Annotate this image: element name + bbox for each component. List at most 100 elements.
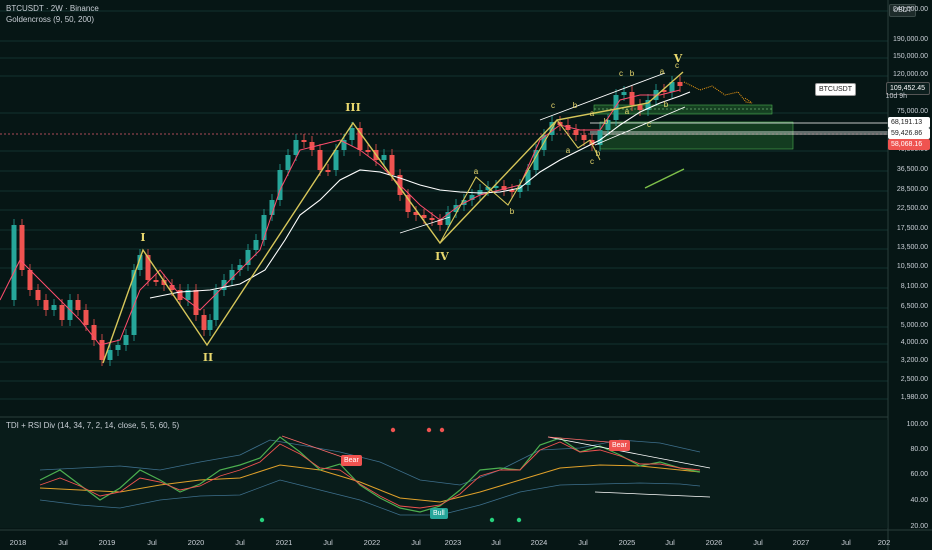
channel-line-lower [594, 106, 686, 146]
candle [677, 82, 683, 86]
currency-button[interactable]: USDT [888, 4, 916, 17]
time-axis-label: Jul [411, 538, 421, 547]
wave-sub-b: b [603, 117, 609, 126]
candle [637, 105, 643, 110]
bear-signal-dot [390, 427, 396, 433]
price-axis-label: 150,000.00 [892, 53, 928, 60]
candle [51, 305, 57, 310]
bear-label: Bear [609, 440, 630, 451]
time-axis-label: 202 [877, 538, 891, 547]
price-axis-label: 17,500.00 [896, 225, 928, 232]
candle [27, 270, 33, 290]
candle [429, 218, 435, 220]
candle [75, 300, 81, 310]
candle [99, 340, 105, 360]
candle [19, 225, 25, 270]
candle [317, 150, 323, 170]
level-tag-1: 68,191.13 [888, 117, 930, 128]
candle [485, 187, 491, 190]
candle [357, 128, 363, 150]
candle [613, 95, 619, 120]
time-axis-label: 2021 [275, 538, 293, 547]
price-axis-label: 4,000.00 [900, 339, 928, 346]
osc-slow-line [39, 441, 701, 509]
ma-fast-line [0, 89, 681, 346]
time-axis-label: Jul [665, 538, 675, 547]
candle [501, 186, 507, 190]
indicator-legend[interactable]: Goldencross (9, 50, 200) [6, 15, 95, 24]
candle [123, 335, 129, 345]
candle [629, 92, 635, 105]
wave-sub-b: b [509, 207, 515, 216]
wave-sub-b: b [572, 101, 578, 110]
wave-sub-c: c [647, 120, 651, 129]
bear-signal-dot [439, 427, 445, 433]
time-axis-label: 2020 [187, 538, 205, 547]
candle [405, 195, 411, 212]
time-axis-label: Jul [491, 538, 501, 547]
candle [35, 290, 41, 300]
time-axis-label: Jul [753, 538, 763, 547]
countdown-tag: 10d 9h [885, 93, 907, 100]
candle [161, 280, 167, 285]
candle [445, 212, 451, 225]
wave-sub-c: c [675, 61, 679, 70]
bear-signal-dot [426, 427, 432, 433]
wave-label-1: I [140, 231, 146, 244]
price-axis-label: 2,500.00 [900, 376, 928, 383]
candle [145, 255, 151, 280]
wave-sub-c: c [551, 101, 555, 110]
price-projection [683, 81, 753, 104]
candle [229, 270, 235, 280]
oscillator-pane [0, 420, 888, 528]
oscillator-axis-label: 20.00 [910, 523, 928, 530]
candle [669, 82, 675, 92]
candle [381, 155, 387, 160]
candle [325, 170, 331, 172]
candle [589, 140, 595, 145]
candle [221, 280, 227, 290]
level-tag-2: 59,426.86 [888, 128, 930, 139]
time-axis-label: Jul [578, 538, 588, 547]
oscillator-axis-label: 40.00 [910, 497, 928, 504]
candle [91, 325, 97, 340]
time-axis-label: 2023 [444, 538, 462, 547]
candle [207, 320, 213, 330]
price-axis-label: 3,200.00 [900, 357, 928, 364]
time-axis-label: 2024 [530, 538, 548, 547]
candle [131, 270, 137, 335]
candle [645, 100, 651, 110]
bull-signal-dot [259, 517, 265, 523]
bull-signal-dot [516, 517, 522, 523]
candle [245, 250, 251, 265]
candle [237, 265, 243, 270]
oscillator-legend[interactable]: TDI + RSI Div (14, 34, 7, 2, 14, close, … [6, 421, 180, 430]
time-axis-label: 2027 [792, 538, 810, 547]
candle [293, 140, 299, 155]
time-axis-label: 2019 [98, 538, 116, 547]
candle [309, 142, 315, 150]
wave-sub-b: b [595, 149, 601, 158]
symbol-legend[interactable]: BTCUSDT · 2W · Binance [6, 4, 99, 13]
time-axis-label: Jul [235, 538, 245, 547]
time-axis-label: 2026 [705, 538, 723, 547]
wave-label-5: V [673, 52, 683, 65]
candle [185, 290, 191, 300]
wave-label-2: II [202, 351, 214, 364]
osc-lower-band [39, 479, 701, 516]
price-axis-label: 1,980.00 [900, 394, 928, 401]
price-axis-label: 10,500.00 [896, 263, 928, 270]
price-axis-label: 6,500.00 [900, 303, 928, 310]
wave-sub-b: b [663, 100, 669, 109]
corrective-wave-lines [439, 119, 601, 244]
time-axis-label: 2025 [618, 538, 636, 547]
candle [661, 90, 667, 92]
candle [493, 186, 499, 188]
wave-sub-a: a [624, 107, 630, 116]
channel-line-upper [539, 72, 666, 121]
candle [469, 195, 475, 200]
candle [11, 225, 17, 300]
price-axis-label: 36,500.00 [896, 166, 928, 173]
